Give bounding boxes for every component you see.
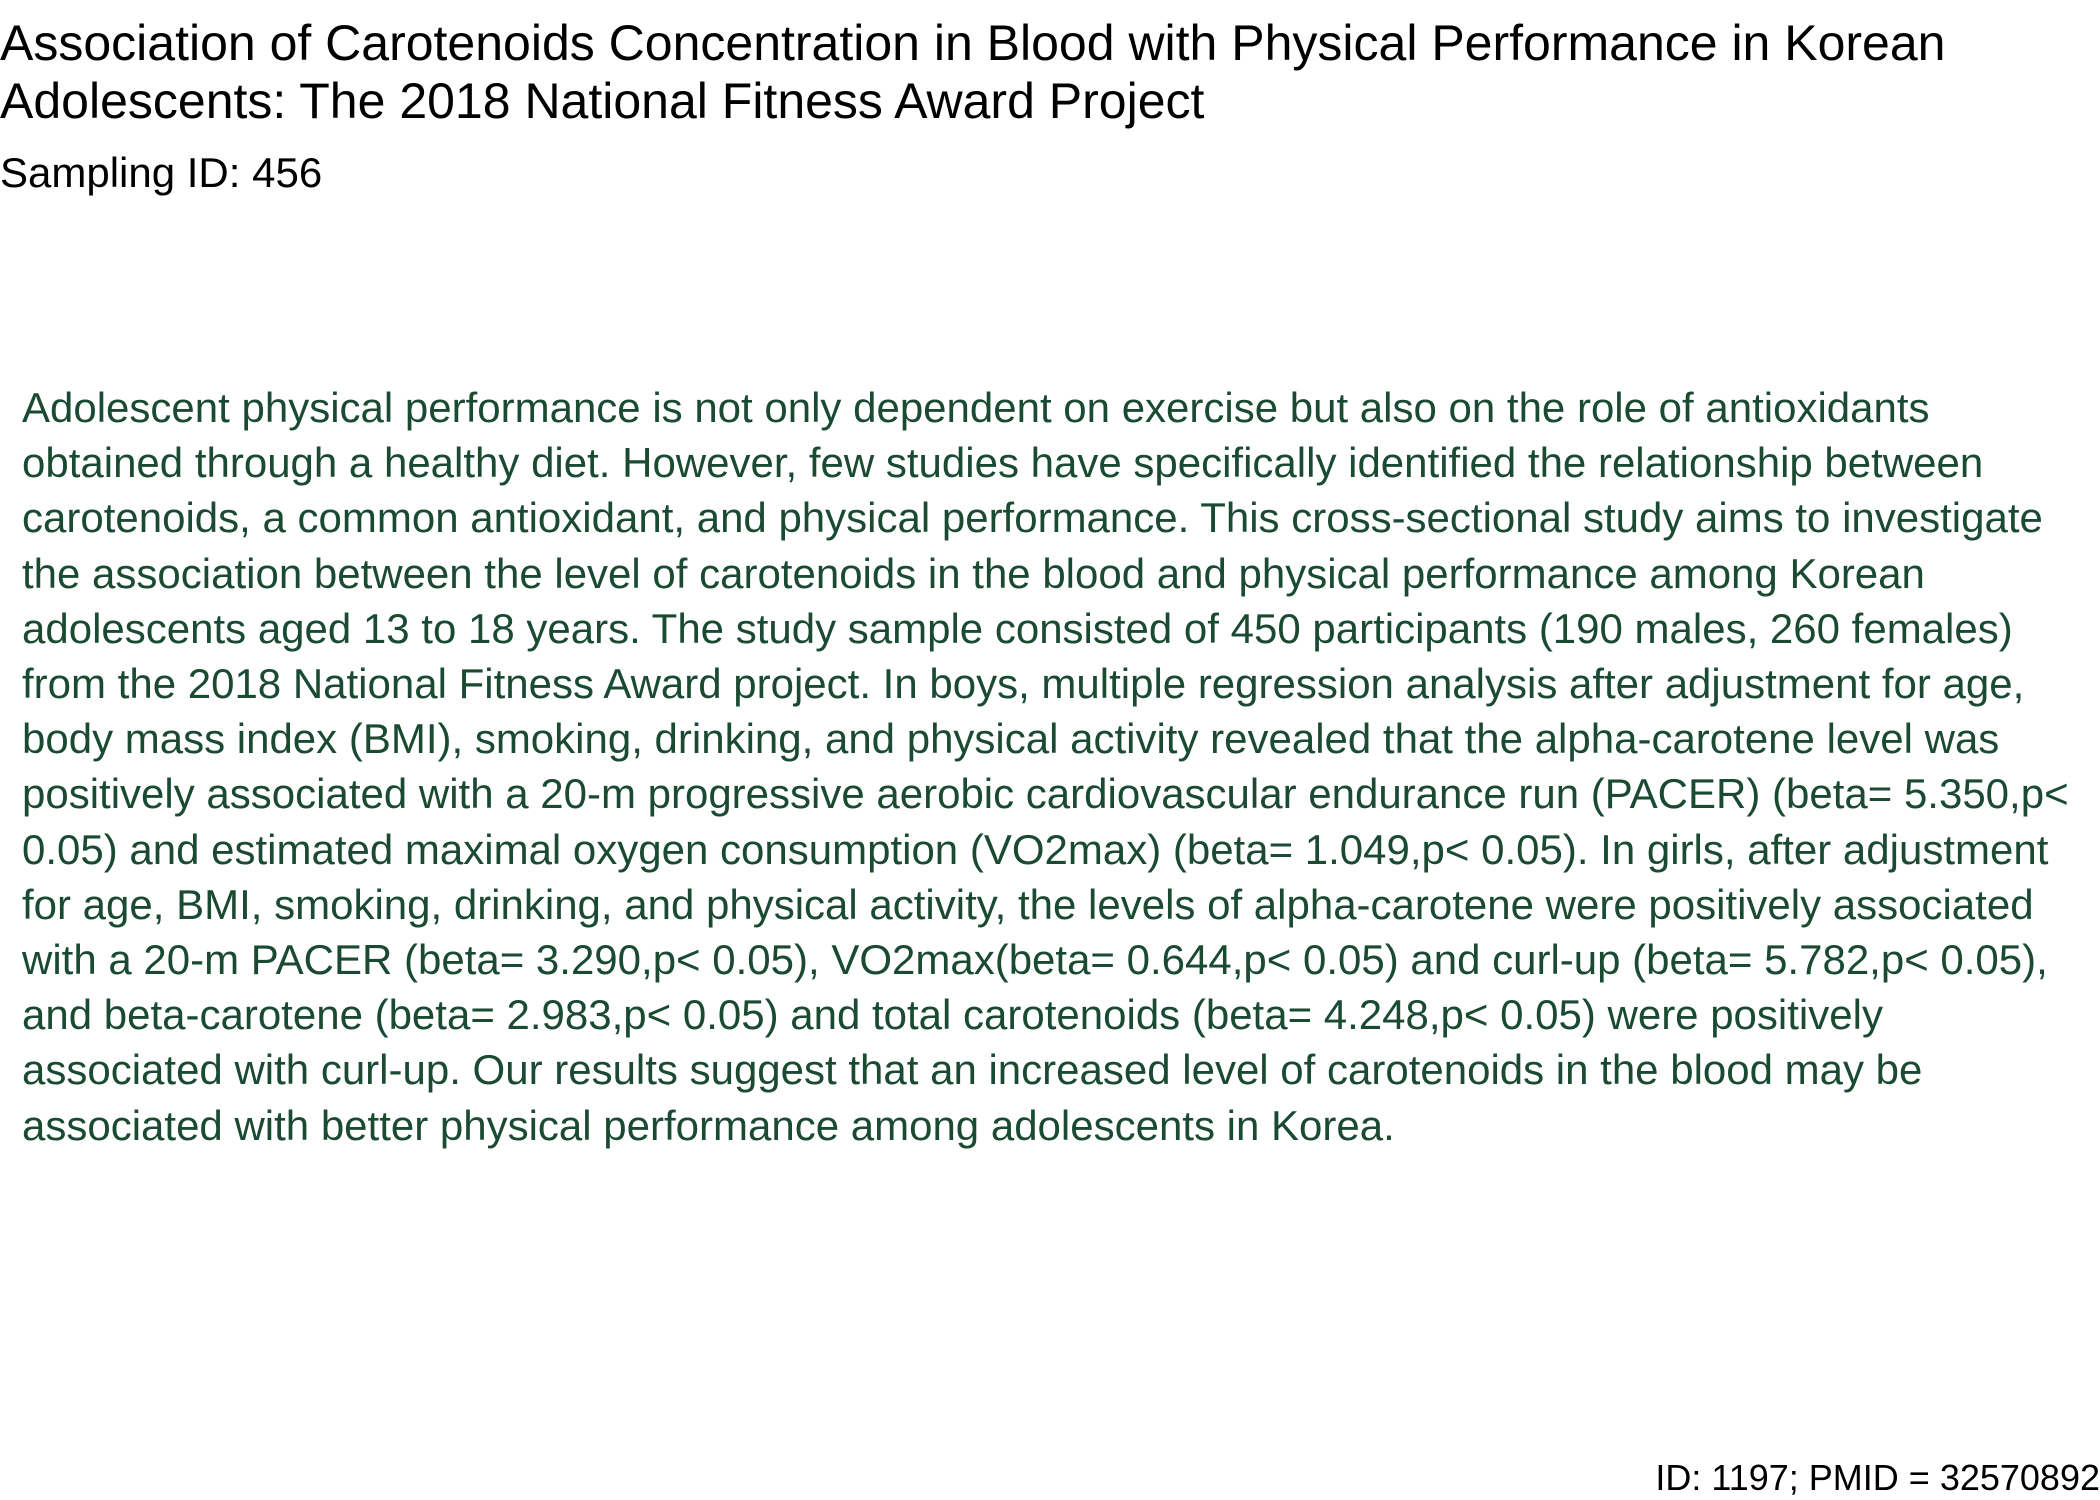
abstract-text: Adolescent physical performance is not o… xyxy=(22,384,2069,1149)
sampling-id: Sampling ID: 456 xyxy=(0,149,323,196)
document-title: Association of Carotenoids Concentration… xyxy=(0,15,1946,129)
footer-identifier: ID: 1197; PMID = 32570892 xyxy=(1655,1457,2100,1498)
